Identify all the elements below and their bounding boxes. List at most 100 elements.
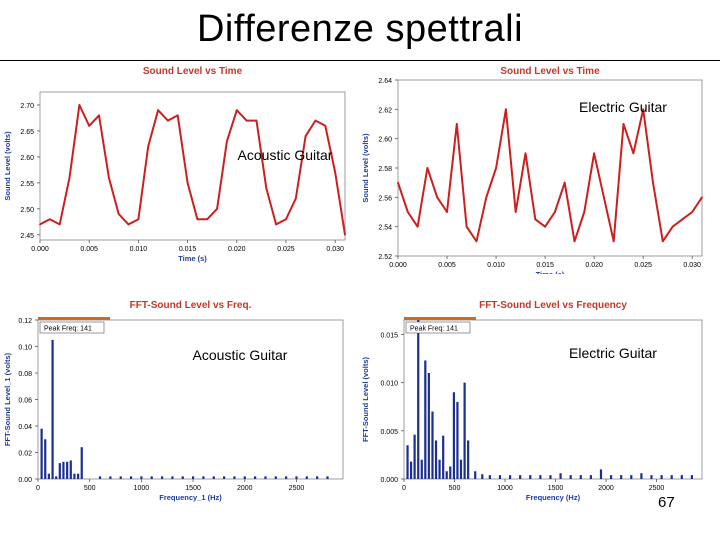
waveform-point [137,218,140,221]
waveform-point [485,196,488,199]
fft-bar [680,475,683,479]
fft-bar [481,474,484,479]
y-tick-label: 0.04 [18,424,32,431]
fft-bar [55,476,58,479]
x-tick-label: 1500 [548,485,564,492]
fft-bar [417,320,420,479]
waveform-point [285,218,287,221]
fft-bar [452,392,456,479]
fft-bar [223,476,226,479]
x-tick-label: 0.025 [277,246,295,253]
fft-bar [409,461,413,479]
waveform-point [216,207,218,210]
y-tick-label: 2.65 [20,129,34,136]
chart-background [358,62,720,274]
fft-bar [295,476,298,479]
fft-bar [579,475,582,479]
fft-bar [463,382,466,479]
waveform-point [314,119,317,122]
waveform-point [186,181,189,184]
waveform-line [39,104,346,235]
fft-bar [609,475,613,479]
x-tick-label: 0.025 [634,262,652,269]
x-tick-label: 0.010 [130,246,148,253]
fft-bar [316,476,319,479]
y-tick-label: 0.005 [380,429,398,436]
fft-bar [202,476,205,479]
waveform-point [235,109,238,112]
waveform-point [344,233,346,236]
chart-background [0,62,356,274]
x-tick-label: 1500 [185,485,201,492]
fft-bar [449,466,452,479]
fft-bar [420,459,423,479]
slide-title: Differenze spettrali [196,8,524,50]
waveform-point [465,225,468,228]
peak-frequency-label: Peak Freq: 141 [44,326,92,333]
waveform-point [265,187,268,189]
fft-bar [305,476,308,479]
waveform-point [504,108,507,111]
peak-marker-bar [38,317,110,320]
y-tick-label: 2.62 [378,107,392,114]
waveform-point [88,124,91,127]
waveform-point [622,123,625,125]
waveform-point [612,240,615,243]
y-tick-label: 2.52 [378,254,392,261]
x-tick-label: 0.015 [536,262,554,269]
fft-bar [243,476,246,479]
fft-bar [690,475,693,479]
fft-bar [488,475,491,479]
fft-bar [670,475,673,479]
x-tick-label: 2000 [598,485,614,492]
fft-bar [326,476,329,479]
waveform-point [426,167,429,169]
fft-bar [467,440,470,479]
waveform-point [304,135,307,138]
y-tick-label: 0.12 [18,318,32,325]
waveform-point [98,114,100,117]
fft-bar [40,428,43,479]
waveform-point [573,240,576,243]
page-number: 67 [658,494,675,511]
x-tick-label: 0.010 [487,262,505,269]
x-tick-label: 500 [84,485,96,492]
y-tick-label: 0.010 [380,381,398,388]
fft-bar [498,475,502,479]
y-tick-label: 2.64 [378,78,392,85]
waveform-point [671,225,674,228]
waveform-point [406,211,409,213]
fft-bar [640,473,643,479]
y-tick-label: 2.56 [378,195,392,202]
waveform-point [691,211,694,213]
y-tick-label: 0.02 [18,451,32,458]
fft-bar [66,461,69,479]
y-tick-label: 2.55 [20,181,34,188]
waveform-point [652,181,654,184]
electric-time-chart: Sound Level vs Time 2.52 2.54 2.56 2.58 2.60 2… [358,62,720,274]
waveform-point [642,108,645,111]
chart-title: FFT-Sound Level vs Frequency [479,300,627,311]
waveform-point [176,114,179,117]
fft-bar [459,459,463,479]
fft-bar [109,476,112,479]
x-tick-label: 1000 [134,485,150,492]
fft-bar [559,473,562,479]
y-tick-label: 2.60 [378,137,392,144]
fft-bar [620,475,623,479]
fft-bar [285,476,288,479]
x-axis-label: Time (s) [536,270,565,274]
x-tick-label: 0.015 [179,246,197,253]
fft-bar [431,411,434,479]
acoustic-fft-chart: FFT-Sound Level vs Freq. 0.00 0.02 0.04 0.06… [0,292,356,514]
y-tick-label: 2.58 [378,166,392,173]
waveform-point [446,211,448,213]
chart-title: FFT-Sound Level vs Freq. [130,300,252,311]
fft-bar [264,476,267,479]
waveform-point [48,218,51,221]
plot-frame [403,319,703,480]
fft-bar [140,476,143,479]
peak-marker-bar [404,317,476,320]
peak-label-box [39,321,105,334]
y-tick-label: 2.60 [20,155,34,162]
